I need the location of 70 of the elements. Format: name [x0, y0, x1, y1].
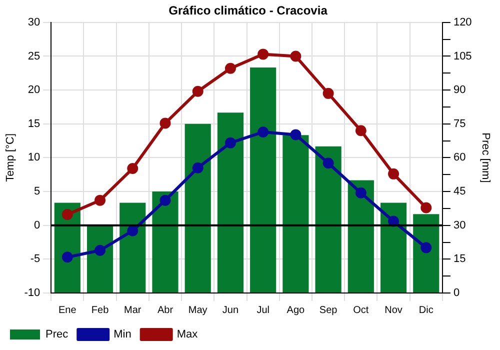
legend-label: Prec — [46, 328, 69, 341]
point — [127, 163, 138, 174]
point — [290, 129, 302, 140]
point — [322, 88, 334, 99]
point — [62, 209, 73, 220]
point — [355, 125, 366, 136]
point — [192, 162, 204, 174]
y-tick-label: 10 — [28, 152, 40, 164]
legend-label: Min — [114, 328, 132, 341]
y-tick-label: 15 — [28, 118, 40, 130]
y2-tick-label: 90 — [453, 84, 466, 96]
x-tick-label: Oct — [353, 304, 369, 316]
point — [224, 62, 236, 74]
point — [290, 50, 302, 62]
bar — [282, 135, 309, 292]
y-axis-title: Temp [°C] — [4, 133, 17, 182]
bar — [380, 202, 407, 292]
y2-tick-label: 15 — [453, 253, 466, 266]
bar — [315, 146, 342, 292]
x-tick-label: Mar — [124, 304, 142, 316]
point — [420, 202, 432, 214]
x-tick-label: Jun — [222, 304, 239, 316]
point — [355, 187, 366, 198]
x-tick-label: Ene — [58, 304, 77, 316]
bar — [120, 202, 146, 292]
y-tick-label: 0 — [34, 219, 40, 232]
y-tick-label: 25 — [28, 50, 40, 62]
bar — [217, 112, 244, 292]
y-tick-label: -10 — [24, 287, 40, 300]
point — [160, 194, 171, 206]
x-tick-label: Dic — [418, 304, 434, 316]
y2-tick-label: 120 — [453, 16, 472, 28]
y2-tick-label: 0 — [453, 287, 460, 300]
point — [94, 244, 106, 256]
bar — [184, 124, 211, 292]
y2-tick-label: 30 — [453, 219, 466, 232]
point — [127, 225, 138, 236]
x-tick-label: Sep — [319, 304, 338, 316]
x-tick-label: Nov — [384, 304, 402, 316]
y2-tick-label: 60 — [453, 152, 466, 164]
point — [94, 194, 106, 206]
point — [224, 137, 236, 148]
point — [258, 126, 269, 138]
x-tick-label: May — [188, 304, 208, 316]
point — [258, 48, 269, 60]
y-tick-label: 5 — [34, 186, 40, 198]
point — [160, 118, 171, 129]
point — [420, 242, 432, 254]
y-tick-label: 20 — [28, 84, 40, 96]
point — [388, 216, 400, 227]
y2-tick-label: 75 — [453, 118, 466, 130]
y-tick-label: 30 — [28, 16, 40, 28]
y2-tick-label: 105 — [453, 50, 472, 62]
y2-axis-title: Prec [mm] — [479, 132, 492, 183]
bar — [413, 214, 440, 292]
y-tick-label: -5 — [30, 253, 40, 266]
chart-title: Gráfico climático - Cracovia — [168, 4, 328, 18]
x-tick-label: Jul — [256, 304, 270, 316]
bar — [348, 180, 374, 292]
point — [388, 168, 400, 180]
point — [322, 158, 334, 169]
legend-label: Max — [176, 328, 198, 341]
x-tick-label: Ago — [286, 304, 306, 316]
point — [62, 252, 73, 263]
point — [192, 86, 204, 97]
x-tick-label: Feb — [91, 304, 110, 316]
bar — [152, 192, 178, 292]
bar — [250, 68, 276, 292]
y2-tick-label: 45 — [453, 186, 466, 198]
x-tick-label: Abr — [157, 304, 174, 316]
